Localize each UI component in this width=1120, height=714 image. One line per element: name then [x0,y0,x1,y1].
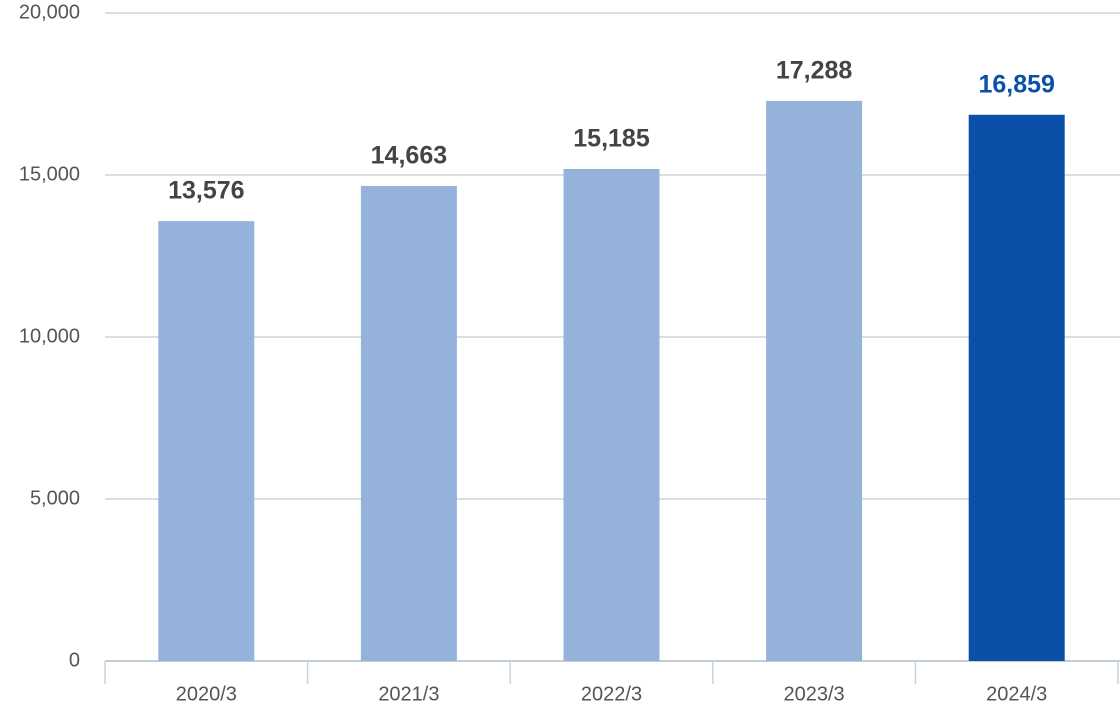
y-tick-label: 15,000 [19,163,80,185]
bar [766,100,863,662]
y-tick-label: 20,000 [19,1,80,23]
value-label: 15,185 [573,125,650,153]
value-label: 14,663 [371,142,447,170]
bar [158,221,255,661]
x-tick-label: 2022/3 [581,683,642,705]
y-tick-label: 5,000 [30,487,80,509]
y-tick-label: 0 [69,649,80,671]
x-tick-label: 2023/3 [784,683,845,705]
bar [360,185,457,661]
value-label: 17,288 [776,56,853,84]
y-tick-label: 10,000 [19,325,80,347]
value-label: 13,576 [168,177,244,205]
x-tick-label: 2021/3 [378,683,439,705]
bar [563,169,660,662]
x-tick-label: 2024/3 [986,683,1047,705]
value-label: 16,859 [978,70,1054,98]
bar [968,114,1065,661]
x-tick-label: 2020/3 [176,683,237,705]
